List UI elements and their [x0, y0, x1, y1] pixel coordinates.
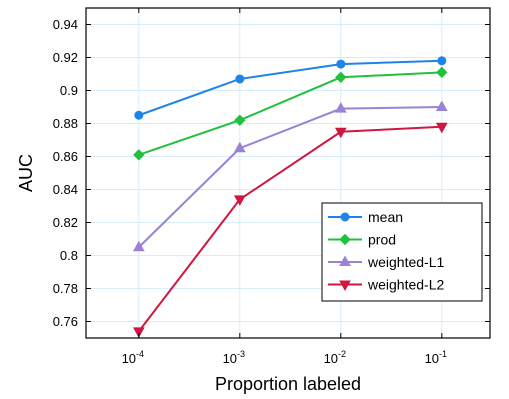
axis-ticks: 10-4 10-3 10-2 10-10.760.780.80.820.840.860… — [53, 8, 490, 366]
data-point-weighted-L1 — [132, 240, 145, 252]
legend-swatch-marker — [339, 255, 351, 266]
data-point-mean — [336, 59, 346, 69]
series-line-mean — [138, 59, 442, 117]
y-tick-label: 0.82 — [53, 215, 78, 230]
x-tick-exponent: -1 — [439, 349, 447, 359]
data-point-weighted-L2 — [435, 122, 448, 134]
data-point-mean — [134, 110, 144, 120]
data-point-weighted-L1 — [334, 102, 347, 113]
legend: mean prod weighted-L1 weighted-L2 — [321, 202, 483, 302]
x-tick-base: 10 — [223, 351, 237, 366]
data-point-weighted-L1 — [435, 100, 448, 111]
y-tick-label: 0.92 — [53, 50, 78, 65]
data-point-weighted-L2 — [233, 195, 246, 206]
series-line-weighted-L2 — [138, 125, 442, 333]
y-tick-label: 0.94 — [53, 17, 78, 32]
y-tick-label: 0.8 — [60, 248, 78, 263]
x-tick-label: 10-1 — [425, 349, 447, 366]
grid — [86, 8, 490, 338]
legend-swatch-marker — [340, 212, 350, 222]
x-tick-base: 10 — [324, 351, 338, 366]
y-tick-label: 0.88 — [53, 116, 78, 131]
y-axis-title: AUC — [16, 154, 36, 192]
x-tick-base: 10 — [122, 351, 136, 366]
data-point-mean — [235, 74, 245, 84]
legend-item-mean: mean — [328, 209, 403, 225]
legend-swatch-marker — [339, 233, 351, 246]
data-point-prod — [436, 66, 448, 79]
data-point-prod — [335, 71, 347, 84]
x-tick-label: 10-3 — [223, 349, 245, 366]
data-point-weighted-L2 — [132, 327, 145, 338]
x-tick-exponent: -4 — [136, 349, 144, 359]
y-tick-label: 0.76 — [53, 314, 78, 329]
x-tick-base: 10 — [425, 351, 439, 366]
legend-label: weighted-L2 — [367, 277, 444, 293]
data-point-weighted-L1 — [233, 141, 246, 153]
legend-swatch-marker — [339, 280, 351, 292]
y-tick-label: 0.84 — [53, 182, 78, 197]
legend-item-prod: prod — [328, 232, 396, 248]
legend-label: prod — [368, 232, 396, 248]
plot-area-frame — [85, 7, 491, 339]
x-tick-exponent: -3 — [237, 349, 245, 359]
series-prod — [133, 66, 448, 161]
legend-item-weighted-L2: weighted-L2 — [328, 277, 444, 293]
series-line-prod — [138, 71, 442, 156]
data-point-prod — [133, 149, 145, 161]
y-tick-label: 0.9 — [60, 83, 78, 98]
legend-label: weighted-L1 — [367, 254, 444, 270]
data-point-prod — [234, 114, 246, 126]
x-tick-label: 10-2 — [324, 349, 346, 366]
legend-item-weighted-L1: weighted-L1 — [328, 254, 444, 270]
series-line-weighted-L1 — [138, 106, 442, 248]
series-weighted-L1 — [132, 100, 448, 252]
y-tick-label: 0.78 — [53, 281, 78, 296]
x-tick-exponent: -2 — [338, 349, 346, 359]
series-group — [132, 56, 448, 338]
x-tick-label: 10-4 — [122, 349, 144, 366]
series-mean — [134, 56, 447, 120]
data-point-mean — [437, 56, 447, 66]
data-point-weighted-L2 — [334, 127, 347, 139]
series-weighted-L2 — [132, 122, 448, 338]
x-axis-title: Proportion labeled — [215, 374, 361, 394]
y-tick-label: 0.86 — [53, 149, 78, 164]
legend-label: mean — [368, 209, 403, 225]
